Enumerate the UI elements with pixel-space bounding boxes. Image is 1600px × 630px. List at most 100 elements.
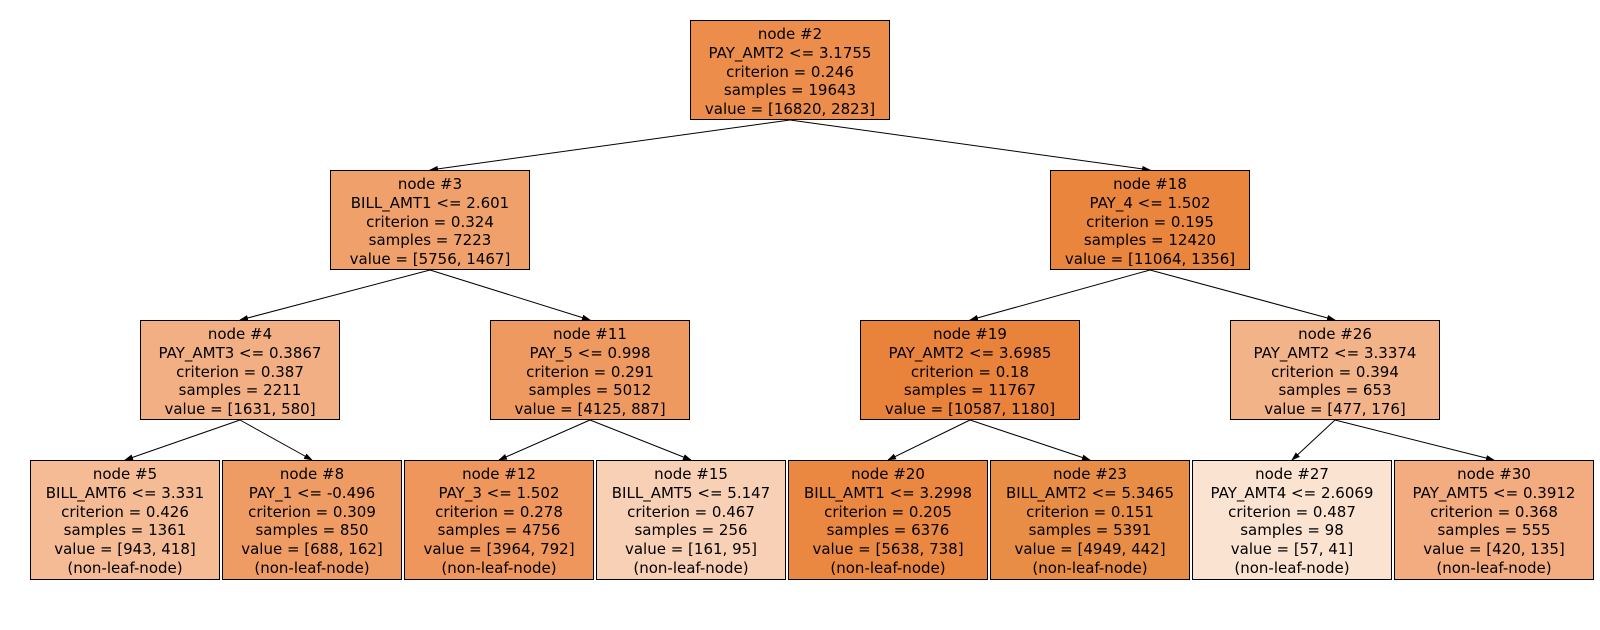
tree-node-n20: node #20BILL_AMT1 <= 3.2998criterion = 0… (788, 460, 988, 580)
node-criterion: criterion = 0.195 (1057, 213, 1243, 232)
node-id: node #19 (867, 325, 1073, 344)
node-criterion: criterion = 0.205 (795, 503, 981, 522)
node-criterion: criterion = 0.18 (867, 363, 1073, 382)
node-id: node #15 (603, 465, 779, 484)
edge-n4-n5 (125, 420, 240, 460)
edge-n4-n8 (240, 420, 312, 460)
node-criterion: criterion = 0.387 (147, 363, 333, 382)
edge-n3-n4 (240, 270, 430, 320)
node-id: node #26 (1237, 325, 1433, 344)
node-value: value = [10587, 1180] (867, 400, 1073, 419)
node-split: BILL_AMT2 <= 5.3465 (997, 484, 1183, 503)
node-value: value = [161, 95] (603, 540, 779, 559)
node-value: value = [477, 176] (1237, 400, 1433, 419)
node-value: value = [57, 41] (1199, 540, 1385, 559)
node-criterion: criterion = 0.324 (337, 213, 523, 232)
tree-node-n15: node #15BILL_AMT5 <= 5.147criterion = 0.… (596, 460, 786, 580)
node-value: value = [5756, 1467] (337, 250, 523, 269)
node-samples: samples = 6376 (795, 521, 981, 540)
node-criterion: criterion = 0.151 (997, 503, 1183, 522)
edge-n2-n18 (790, 120, 1150, 170)
node-samples: samples = 653 (1237, 381, 1433, 400)
node-id: node #8 (229, 465, 395, 484)
node-criterion: criterion = 0.278 (411, 503, 587, 522)
node-nonleaf: (non-leaf-node) (603, 559, 779, 578)
tree-node-n23: node #23BILL_AMT2 <= 5.3465criterion = 0… (990, 460, 1190, 580)
tree-node-n26: node #26PAY_AMT2 <= 3.3374criterion = 0.… (1230, 320, 1440, 420)
node-nonleaf: (non-leaf-node) (411, 559, 587, 578)
node-id: node #11 (497, 325, 683, 344)
node-samples: samples = 12420 (1057, 231, 1243, 250)
node-samples: samples = 98 (1199, 521, 1385, 540)
node-split: BILL_AMT6 <= 3.331 (37, 484, 213, 503)
tree-node-n3: node #3BILL_AMT1 <= 2.601criterion = 0.3… (330, 170, 530, 270)
tree-node-n5: node #5BILL_AMT6 <= 3.331criterion = 0.4… (30, 460, 220, 580)
tree-node-n18: node #18PAY_4 <= 1.502criterion = 0.195s… (1050, 170, 1250, 270)
node-nonleaf: (non-leaf-node) (229, 559, 395, 578)
edge-n18-n19 (970, 270, 1150, 320)
node-value: value = [4949, 442] (997, 540, 1183, 559)
node-nonleaf: (non-leaf-node) (37, 559, 213, 578)
node-value: value = [4125, 887] (497, 400, 683, 419)
node-id: node #3 (337, 175, 523, 194)
edge-n18-n26 (1150, 270, 1335, 320)
node-split: PAY_1 <= -0.496 (229, 484, 395, 503)
node-samples: samples = 19643 (697, 81, 883, 100)
node-samples: samples = 7223 (337, 231, 523, 250)
node-criterion: criterion = 0.309 (229, 503, 395, 522)
node-samples: samples = 5391 (997, 521, 1183, 540)
tree-node-n4: node #4PAY_AMT3 <= 0.3867criterion = 0.3… (140, 320, 340, 420)
node-criterion: criterion = 0.426 (37, 503, 213, 522)
node-id: node #4 (147, 325, 333, 344)
node-id: node #18 (1057, 175, 1243, 194)
node-value: value = [420, 135] (1401, 540, 1587, 559)
tree-node-n8: node #8PAY_1 <= -0.496criterion = 0.309s… (222, 460, 402, 580)
node-criterion: criterion = 0.467 (603, 503, 779, 522)
node-criterion: criterion = 0.291 (497, 363, 683, 382)
node-samples: samples = 2211 (147, 381, 333, 400)
edge-n26-n27 (1292, 420, 1335, 460)
node-criterion: criterion = 0.368 (1401, 503, 1587, 522)
node-split: PAY_4 <= 1.502 (1057, 194, 1243, 213)
node-split: PAY_AMT4 <= 2.6069 (1199, 484, 1385, 503)
node-value: value = [1631, 580] (147, 400, 333, 419)
edge-n2-n3 (430, 120, 790, 170)
tree-node-n27: node #27PAY_AMT4 <= 2.6069criterion = 0.… (1192, 460, 1392, 580)
node-criterion: criterion = 0.246 (697, 63, 883, 82)
node-nonleaf: (non-leaf-node) (1401, 559, 1587, 578)
node-value: value = [943, 418] (37, 540, 213, 559)
edge-n26-n30 (1335, 420, 1494, 460)
node-split: PAY_AMT2 <= 3.1755 (697, 44, 883, 63)
node-id: node #27 (1199, 465, 1385, 484)
edge-n3-n11 (430, 270, 590, 320)
node-criterion: criterion = 0.487 (1199, 503, 1385, 522)
node-split: PAY_3 <= 1.502 (411, 484, 587, 503)
edge-n11-n12 (499, 420, 590, 460)
node-samples: samples = 4756 (411, 521, 587, 540)
node-value: value = [16820, 2823] (697, 100, 883, 119)
tree-node-n19: node #19PAY_AMT2 <= 3.6985criterion = 0.… (860, 320, 1080, 420)
node-samples: samples = 5012 (497, 381, 683, 400)
node-id: node #20 (795, 465, 981, 484)
node-samples: samples = 11767 (867, 381, 1073, 400)
node-split: BILL_AMT1 <= 3.2998 (795, 484, 981, 503)
node-samples: samples = 256 (603, 521, 779, 540)
tree-node-n11: node #11PAY_5 <= 0.998criterion = 0.291s… (490, 320, 690, 420)
node-samples: samples = 850 (229, 521, 395, 540)
node-nonleaf: (non-leaf-node) (795, 559, 981, 578)
node-split: PAY_5 <= 0.998 (497, 344, 683, 363)
node-split: PAY_AMT2 <= 3.6985 (867, 344, 1073, 363)
node-id: node #23 (997, 465, 1183, 484)
node-value: value = [688, 162] (229, 540, 395, 559)
tree-node-n30: node #30PAY_AMT5 <= 0.3912criterion = 0.… (1394, 460, 1594, 580)
node-split: PAY_AMT3 <= 0.3867 (147, 344, 333, 363)
node-id: node #5 (37, 465, 213, 484)
node-split: BILL_AMT5 <= 5.147 (603, 484, 779, 503)
edge-n11-n15 (590, 420, 691, 460)
node-value: value = [11064, 1356] (1057, 250, 1243, 269)
edge-n19-n23 (970, 420, 1090, 460)
node-samples: samples = 555 (1401, 521, 1587, 540)
node-criterion: criterion = 0.394 (1237, 363, 1433, 382)
edge-n19-n20 (888, 420, 970, 460)
node-samples: samples = 1361 (37, 521, 213, 540)
